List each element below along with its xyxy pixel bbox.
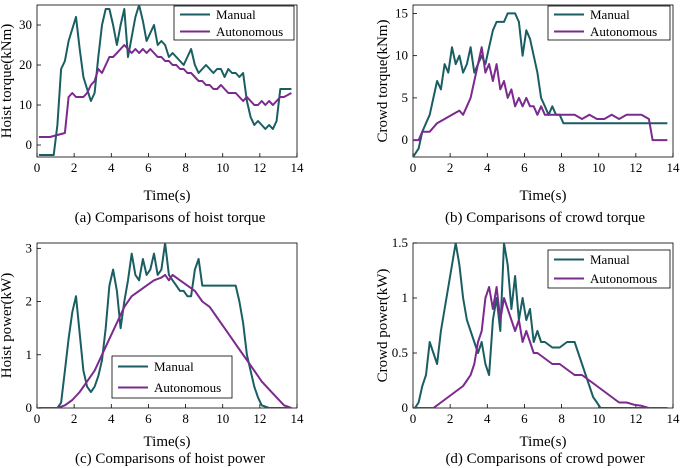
x-tick-label: 8: [558, 160, 565, 175]
y-tick-label: 20: [19, 57, 32, 72]
plot-frame: [36, 4, 298, 158]
x-tick-label: 12: [629, 160, 642, 175]
x-tick-label: 12: [629, 411, 642, 426]
x-axis-label: Time(s): [520, 434, 567, 450]
y-tick-label: 0.5: [392, 345, 408, 360]
legend-label-autonomous: Autonomous: [216, 24, 283, 39]
x-tick-label: 14: [291, 411, 305, 426]
x-tick-label: 8: [182, 160, 189, 175]
x-tick-label: 6: [145, 160, 152, 175]
x-tick-label: 0: [410, 160, 417, 175]
y-tick-label: 15: [395, 5, 408, 20]
x-tick-label: 4: [484, 160, 491, 175]
legend-box: [547, 249, 671, 289]
legend: Manual Autonomous: [111, 355, 233, 399]
x-tick-label: 2: [71, 160, 78, 175]
x-tick-label: 4: [484, 411, 491, 426]
legend: Manual Autonomous: [547, 249, 671, 289]
x-axis-label: Time(s): [144, 188, 191, 204]
series-line-manual: [414, 243, 668, 408]
chart-panel-4: 0 2 4 6 8 10 12 14 0 0.5 1 1.5 Time(s) Crowd power(kW…: [375, 235, 680, 467]
y-tick-label: 0: [26, 400, 33, 415]
series-line-manual: [38, 5, 292, 156]
x-tick-label: 12: [253, 411, 266, 426]
y-tick-label: 1: [402, 290, 409, 305]
x-tick-label: 10: [592, 411, 605, 426]
y-tick-label: 10: [395, 48, 408, 63]
legend-label-autonomous: Autonomous: [154, 380, 221, 395]
y-tick-label: 2: [26, 294, 33, 309]
y-tick-label: 1.5: [392, 235, 408, 250]
panel-caption: (c) Comparisons of hoist power: [75, 451, 265, 467]
series-line-manual: [413, 12, 668, 157]
series-line-autonomous: [38, 44, 292, 138]
plot-frame: [412, 4, 674, 158]
y-tick-label: 0: [26, 137, 33, 152]
legend: Manual Autonomous: [547, 5, 671, 41]
y-axis-label: Crowd power(kW): [375, 269, 391, 383]
legend-box: [173, 5, 295, 41]
series-line-autonomous: [414, 286, 668, 408]
plot-frame: [412, 242, 674, 409]
y-axis-label: Hoist torque(kNm): [0, 24, 15, 139]
x-tick-label: 4: [108, 160, 115, 175]
x-tick-label: 14: [667, 160, 681, 175]
x-tick-label: 2: [447, 160, 454, 175]
y-tick-label: 3: [26, 240, 33, 255]
y-tick-label: 0: [402, 132, 409, 147]
legend-label-manual: Manual: [216, 7, 256, 22]
y-tick-label: 10: [19, 97, 32, 112]
legend-label-autonomous: Autonomous: [590, 271, 657, 286]
legend: Manual Autonomous: [173, 5, 295, 41]
panel-caption: (b) Comparisons of crowd torque: [445, 210, 645, 226]
x-tick-label: 14: [667, 411, 681, 426]
x-tick-label: 0: [34, 160, 41, 175]
y-axis-label: Hoist power(kW): [0, 273, 15, 378]
series-line-autonomous: [38, 273, 292, 408]
series-line-autonomous: [413, 46, 668, 142]
chart-panel-1: 0 2 4 6 8 10 12 14 0 10 20 30 Time(s) Hoist torque(kN…: [0, 4, 305, 226]
x-tick-label: 4: [108, 411, 115, 426]
legend-label-autonomous: Autonomous: [590, 24, 657, 39]
x-tick-label: 0: [34, 411, 41, 426]
x-tick-label: 2: [447, 411, 454, 426]
y-tick-label: 5: [402, 90, 409, 105]
x-tick-label: 14: [291, 160, 305, 175]
x-axis-label: Time(s): [520, 188, 567, 204]
series-line-manual: [38, 243, 292, 408]
y-tick-label: 0: [402, 400, 409, 415]
y-tick-label: 30: [19, 17, 32, 32]
x-tick-label: 10: [592, 160, 605, 175]
x-tick-label: 6: [145, 411, 152, 426]
plot-frame: [36, 242, 298, 409]
chart-panel-2: 0 2 4 6 8 10 12 14 0 5 10 15 Time(s) Crowd torque(kNm…: [375, 4, 681, 226]
x-tick-label: 2: [71, 411, 78, 426]
legend-label-manual: Manual: [590, 7, 630, 22]
x-tick-label: 8: [558, 411, 565, 426]
legend-box: [547, 5, 671, 41]
legend-label-manual: Manual: [590, 252, 630, 267]
x-tick-label: 10: [216, 160, 229, 175]
x-tick-label: 10: [216, 411, 229, 426]
x-tick-label: 6: [521, 160, 528, 175]
x-tick-label: 8: [182, 411, 189, 426]
x-tick-label: 6: [521, 411, 528, 426]
x-axis-label: Time(s): [144, 434, 191, 450]
legend-box: [111, 355, 233, 399]
x-tick-label: 0: [410, 411, 417, 426]
x-tick-label: 12: [253, 160, 266, 175]
y-axis-label: Crowd torque(kNm): [375, 20, 391, 143]
legend-label-manual: Manual: [154, 359, 194, 374]
panel-caption: (a) Comparisons of hoist torque: [75, 210, 266, 226]
panel-caption: (d) Comparisons of crowd power: [445, 451, 644, 467]
y-tick-label: 1: [26, 347, 33, 362]
